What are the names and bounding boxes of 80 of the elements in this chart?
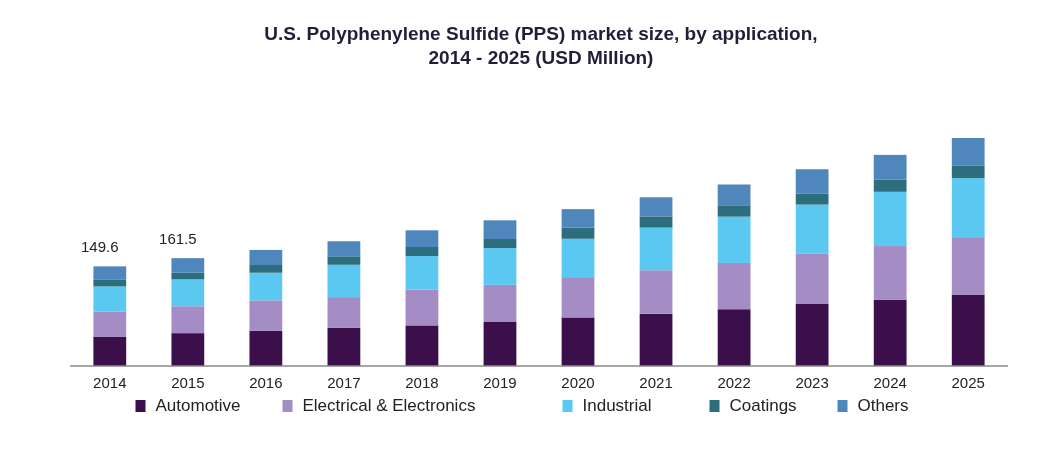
chart-title: U.S. Polyphenylene Sulfide (PPS) market size, by application, 2014 - 2025 (USD Million)	[264, 23, 818, 68]
x-tick-label: 2019	[483, 374, 517, 391]
bar	[327, 241, 361, 257]
bar	[93, 286, 127, 312]
bar	[171, 333, 205, 366]
bar	[405, 256, 439, 290]
x-tick-label: 2025	[951, 374, 985, 391]
bar	[171, 258, 205, 273]
bar	[483, 239, 517, 249]
bar	[405, 230, 439, 247]
x-tick-label: 2018	[405, 374, 439, 391]
bar	[873, 246, 907, 300]
bar	[795, 253, 829, 304]
bar	[171, 306, 205, 334]
bar	[951, 165, 985, 179]
x-tick-label: 2016	[249, 374, 283, 391]
bar	[951, 237, 985, 295]
bar	[873, 299, 907, 366]
bar	[639, 197, 673, 217]
bar	[327, 297, 361, 328]
bar	[405, 246, 439, 257]
bar	[561, 209, 595, 228]
legend-label: Industrial	[582, 396, 652, 415]
bar	[249, 249, 283, 265]
bar	[717, 262, 751, 310]
bar	[873, 179, 907, 192]
bar	[171, 279, 205, 307]
bar	[249, 330, 283, 366]
bar	[171, 272, 205, 280]
bar	[717, 184, 751, 206]
bar	[951, 294, 985, 366]
bar	[249, 265, 283, 273]
bar	[561, 238, 595, 278]
bar	[93, 279, 127, 287]
x-tick-label: 2014	[93, 374, 127, 391]
annotation: 149.6	[81, 238, 119, 256]
bar	[561, 277, 595, 318]
bar	[93, 311, 127, 337]
bar	[561, 317, 595, 366]
bar	[249, 300, 283, 331]
bar	[483, 284, 517, 322]
x-tick-label: 2015	[171, 374, 205, 391]
bar	[717, 309, 751, 366]
legend-label: Coatings	[729, 396, 797, 415]
bar	[483, 321, 517, 366]
bar	[717, 216, 751, 263]
legend-label: Automotive	[155, 396, 241, 415]
bar	[93, 266, 127, 280]
annotation: 161.5	[159, 230, 197, 248]
x-tick-label: 2020	[561, 374, 595, 391]
x-tick-label: 2022	[717, 374, 751, 391]
bar	[639, 227, 673, 271]
legend-label: Others	[857, 396, 909, 415]
bar	[249, 272, 283, 301]
bar	[483, 220, 517, 239]
bar	[327, 256, 361, 265]
x-tick-label: 2021	[639, 374, 673, 391]
legend-label: Electrical & Electronics	[302, 396, 476, 415]
bar	[405, 289, 439, 326]
bar	[717, 205, 751, 217]
bar	[639, 216, 673, 228]
bar	[327, 264, 361, 298]
bar	[873, 191, 907, 247]
bar	[951, 138, 985, 166]
bar	[561, 227, 595, 239]
bar	[93, 336, 127, 366]
x-tick-label: 2024	[873, 374, 907, 391]
bar	[795, 169, 829, 194]
bar	[639, 270, 673, 314]
bar	[405, 325, 439, 366]
bar	[639, 313, 673, 366]
x-tick-label: 2023	[795, 374, 829, 391]
x-tick-label: 2017	[327, 374, 361, 391]
bar	[327, 327, 361, 366]
bar	[795, 193, 829, 205]
bar	[951, 178, 985, 238]
bar	[795, 204, 829, 254]
bar	[795, 303, 829, 366]
bar	[483, 248, 517, 285]
bar	[873, 154, 907, 180]
